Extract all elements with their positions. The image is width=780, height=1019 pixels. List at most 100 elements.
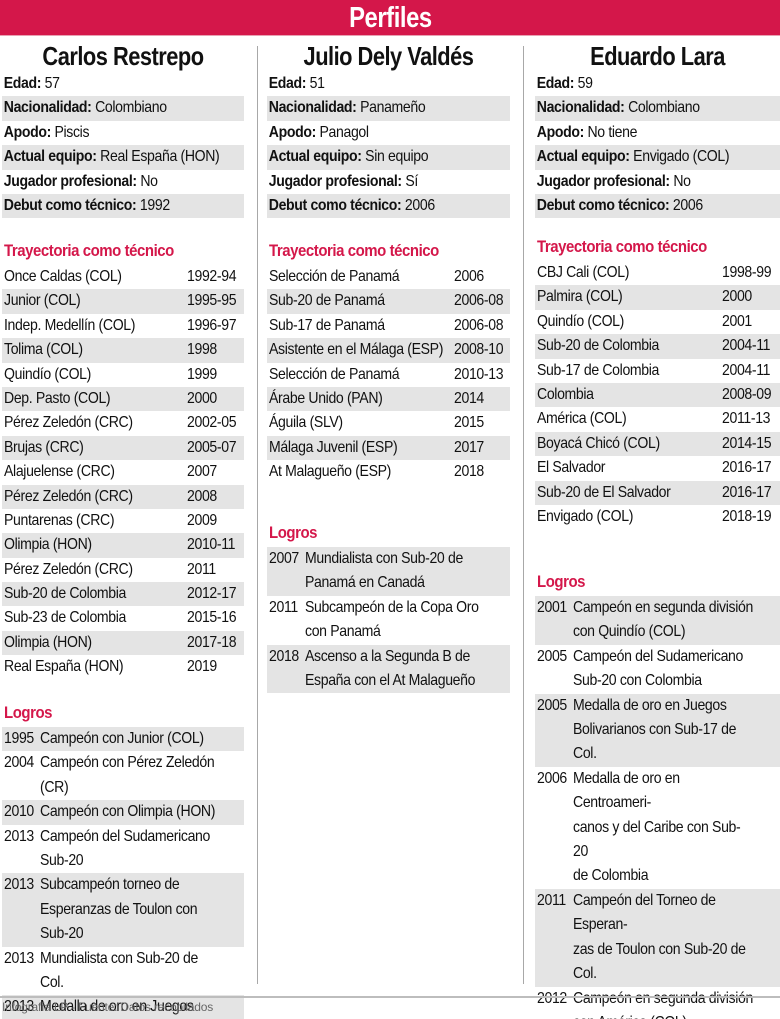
trayectoria-row: Junior (COL) 1995-95 — [2, 289, 244, 314]
logro-line-text: de Colombia — [573, 867, 649, 885]
info-row-content: Edad: 57 — [2, 72, 60, 96]
team-years: 2017-18 — [187, 633, 237, 651]
info-row-content: Nacionalidad: Panameño — [267, 96, 426, 120]
logro-line: canos y del Caribe con Sub-20 — [573, 816, 780, 865]
info-row-content: Apodo: Piscis — [2, 121, 90, 145]
team-years: 2019 — [187, 658, 217, 676]
logro-year-text: 2013 — [4, 876, 34, 894]
trayectoria-row: Pérez Zeledón (CRC) 2008 — [2, 484, 244, 509]
info-value: No — [140, 172, 158, 190]
logro-line-text: Campeón con Junior (COL) — [40, 730, 204, 747]
trayectoria-row: Olimpia (HON) 2017-18 — [2, 630, 244, 656]
info-label: Apodo: — [268, 123, 316, 141]
trayectoria-row: Sub-20 de Panamá 2006-08 — [267, 289, 510, 314]
team-name: Palmira (COL) — [537, 288, 623, 306]
logro-line: Esperanzas de Toulon con Sub-20 — [40, 898, 244, 947]
logro-line-text: Campeón del Sudamericano Sub-20 — [40, 827, 211, 870]
logro-item: 2010 Campeón con Olimpia (HON) — [2, 800, 244, 825]
team-name: Once Caldas (COL) — [4, 268, 122, 285]
info-value: 2006 — [404, 196, 435, 214]
info-value: Colombiano — [95, 99, 167, 117]
info-label: Actual equipo: — [3, 148, 97, 166]
team-years: 2000 — [722, 288, 752, 306]
info-row: Jugador profesional: No — [2, 170, 244, 194]
team-years: 2011-13 — [722, 410, 771, 428]
logro-line: Campeón del Sudamericano Sub-20 — [40, 825, 244, 874]
team-years: 2008 — [187, 487, 217, 505]
logro-line: Medalla de oro en Centroameri- — [573, 767, 780, 816]
info-value: No tiene — [587, 123, 638, 141]
trayectoria-row: Quindío (COL) 2001 — [535, 310, 780, 334]
logro-line: Campeón con Olimpia (HON) — [40, 800, 239, 824]
info-label: Actual equipo: — [268, 148, 362, 166]
info-row: Edad: 57 — [2, 72, 244, 96]
trayectoria-row: América (COL) 2011-13 — [535, 407, 780, 431]
team-name: Quindío (COL) — [537, 312, 624, 330]
info-row-content: Actual equipo: Sin equipo — [267, 145, 429, 169]
logro-description: Campeón en segunda división con Quindío (… — [573, 596, 777, 645]
info-label: Nacionalidad: — [268, 99, 357, 117]
team-name: Selección de Panamá — [269, 365, 400, 383]
logros-list: 2007 Mundialista con Sub-20 de Panamá en C… — [267, 547, 510, 694]
info-value: Real España (HON) — [100, 148, 220, 166]
info-row-content: Debut como técnico: 2006 — [267, 194, 435, 218]
team-name: Colombia — [537, 385, 594, 403]
logro-item: 2011 Subcampeón de la Copa Oro con Panamá — [267, 596, 510, 645]
logro-year: 2013 — [2, 947, 40, 996]
info-label: Debut como técnico: — [268, 196, 402, 214]
trayectoria-row: Málaga Juvenil (ESP) 2017 — [267, 435, 510, 461]
info-row: Actual equipo: Envigado (COL) — [535, 145, 780, 170]
trayectoria-row: Tolima (COL) 1998 — [2, 338, 244, 363]
info-value: 57 — [44, 75, 60, 92]
trayectoria-heading: Trayectoria como técnico — [537, 232, 730, 258]
info-row: Apodo: Panagol — [267, 121, 510, 145]
info-row-content: Debut como técnico: 1992 — [2, 194, 170, 218]
logro-year: 2013 — [2, 995, 40, 1019]
trayectoria-heading-text: Trayectoria como técnico — [269, 241, 439, 260]
trayectoria-list: CBJ Cali (COL) 1998-99 Palmira (COL) 2000 Qu… — [535, 261, 780, 529]
logro-description: Campeón del Torneo de Esperan-zas de Tou… — [573, 889, 780, 987]
team-years: 2016-17 — [722, 459, 772, 477]
logro-line-text: Campeón del Sudamericano — [573, 647, 744, 665]
trayectoria-row: Pérez Zeledón (CRC) 2002-05 — [2, 411, 244, 435]
logro-item: 2012 Campeón en segunda división con Améri… — [535, 987, 780, 1019]
team-name: Árabe Unido (PAN) — [269, 389, 383, 407]
info-row: Nacionalidad: Colombiano — [535, 96, 780, 121]
team-name: At Malagueño (ESP) — [269, 463, 392, 481]
team-name: El Salvador — [537, 459, 606, 477]
info-value: Panagol — [319, 123, 369, 141]
trayectoria-row: Real España (HON) 2019 — [2, 655, 244, 679]
trayectoria-row: Once Caldas (COL) 1992-94 — [2, 265, 244, 289]
team-name: Real España (HON) — [4, 658, 124, 676]
logro-year: 2011 — [267, 596, 305, 645]
source-credit: Infografía LP - Fuente: Datos recopilado… — [2, 1000, 214, 1014]
logro-line: España con el At Malagueño — [305, 669, 498, 693]
info-row: Nacionalidad: Colombiano — [2, 96, 244, 121]
logro-year: 2005 — [535, 694, 573, 767]
info-label: Jugador profesional: — [3, 172, 137, 190]
info-label: Nacionalidad: — [3, 99, 92, 117]
logro-line-text: Ascenso a la Segunda B de — [305, 647, 470, 665]
logro-line-text: Medalla de oro en Juegos — [40, 998, 194, 1016]
info-list: Edad: 57 Nacionalidad: Colombiano Apodo: P… — [2, 72, 244, 219]
team-name: Quindío (COL) — [4, 365, 91, 383]
logro-year: 2013 — [2, 825, 40, 874]
logro-line-text: canos y del Caribe con Sub-20 — [573, 818, 741, 861]
logro-description: Subcampeón torneo de Esperanzas de Toulon… — [40, 873, 244, 946]
team-years: 2008-09 — [722, 385, 772, 403]
team-name: Boyacá Chicó (COL) — [537, 434, 660, 452]
logro-line: Campeón con Junior (COL) — [40, 727, 226, 751]
logro-year: 2013 — [2, 873, 40, 946]
team-years: 2001 — [722, 312, 752, 330]
trayectoria-row: Sub-20 de El Salvador 2016-17 — [535, 480, 780, 505]
team-years: 2007 — [187, 463, 217, 481]
logro-line: Ascenso a la Segunda B de — [305, 645, 498, 669]
logro-line-text: Bolivarianos con Sub-17 de Col. — [573, 721, 737, 763]
coach-profile-column: Eduardo Lara Edad: 59 Nacionalidad: Colomb… — [535, 40, 780, 1019]
logro-item: 2013 Subcampeón torneo de Esperanzas de To… — [2, 873, 244, 947]
trayectoria-row: Selección de Panamá 2006 — [267, 265, 510, 289]
team-name: Pérez Zeledón (CRC) — [4, 487, 133, 505]
team-name: Brujas (CRC) — [4, 438, 84, 456]
trayectoria-row: Alajuelense (CRC) 2007 — [2, 460, 244, 484]
